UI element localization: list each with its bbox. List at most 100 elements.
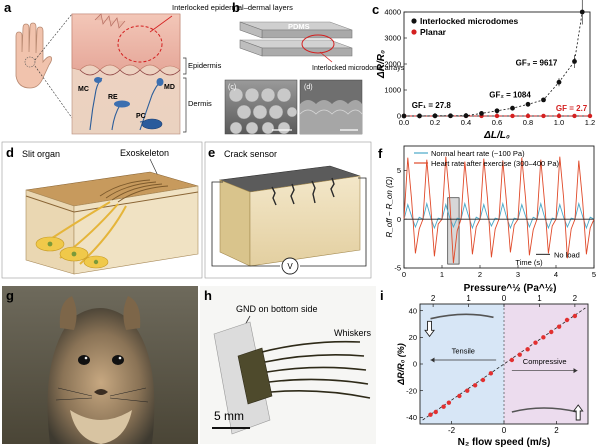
chart-i-point bbox=[465, 388, 470, 393]
chart-i-top-xtick-label: 1 bbox=[537, 294, 542, 303]
chart-i-top-xtick-label: 2 bbox=[573, 294, 578, 303]
chart-i-point bbox=[441, 404, 446, 409]
chart-i-top-xlabel: Pressure^½ (Pa^½) bbox=[464, 283, 557, 294]
label-pc: PC bbox=[136, 113, 146, 120]
layer-dermis: Dermis bbox=[188, 99, 212, 108]
chart-c-ylabel: ΔR/R₀ bbox=[376, 50, 387, 79]
chart-i-ytick-label: 0 bbox=[413, 360, 417, 369]
chart-f-xtick-label: 1 bbox=[440, 270, 444, 279]
chart-c-legend-marker-1 bbox=[411, 29, 417, 35]
chart-i-point bbox=[564, 317, 570, 323]
chart-f-legend-2: No load bbox=[554, 250, 580, 259]
chart-c-planar-point bbox=[572, 113, 577, 119]
chart-c-legend-marker-0 bbox=[411, 18, 417, 24]
chart-i-point bbox=[488, 371, 494, 376]
voltmeter-icon bbox=[281, 257, 299, 275]
sem-inset-c: (c) bbox=[224, 79, 298, 135]
chart-c-microdome-point bbox=[579, 9, 585, 15]
panel-letter-f: f bbox=[378, 146, 383, 161]
panel-letter-g: g bbox=[6, 288, 14, 303]
panel-h: h GND on bottom side Whiskers 5 mm bbox=[200, 286, 376, 444]
label-md: MD bbox=[164, 84, 175, 91]
chart-c-ytick-label: 3000 bbox=[384, 34, 401, 43]
crack-sensor-title: Crack sensor bbox=[224, 149, 277, 159]
chart-i-arrow-icon-up bbox=[572, 404, 584, 421]
chart-i-point bbox=[549, 329, 554, 335]
panel-g: g bbox=[2, 286, 198, 444]
skin-cross-section: MC RE MD PC bbox=[71, 13, 181, 135]
chart-f-xlabel: Time (s) bbox=[515, 258, 543, 267]
chart-i-arrowhead-tensile bbox=[430, 357, 435, 363]
chart-i-ytick-label: -20 bbox=[406, 386, 417, 395]
chart-c-annot-gf3: GF₃ = 9617 bbox=[516, 58, 558, 67]
layer-epidermis: Epidermis bbox=[188, 61, 222, 70]
chart-i-top-xtick-label: 2 bbox=[431, 294, 436, 303]
callout-microdome: Interlocked microdome arrays bbox=[312, 65, 405, 72]
chart-c: c 0.0 0.2 0.4 0.6 0.8 1.0 1.2 0 1000 2000 3000 4000… bbox=[372, 0, 595, 141]
chart-f-xtick-label: 3 bbox=[516, 270, 520, 279]
chart-c-microdome-point bbox=[432, 113, 438, 119]
label-re: RE bbox=[108, 94, 118, 101]
chart-i-point bbox=[533, 340, 538, 345]
chart-c-xtick-label: 0.8 bbox=[523, 118, 533, 127]
chart-c-planar-point bbox=[541, 113, 546, 119]
panel-letter-d: d bbox=[6, 145, 14, 160]
chart-i-annot-compressive: Compressive bbox=[523, 357, 567, 366]
chart-i-top-xtick-label: 1 bbox=[466, 294, 471, 303]
chart-c-ytick-label: 1000 bbox=[384, 86, 401, 95]
chart-c-legend-1: Planar bbox=[420, 27, 447, 37]
chart-i-ytick-label: 40 bbox=[409, 306, 417, 315]
inset-c-label: (c) bbox=[228, 84, 236, 91]
chart-f-xtick-label: 4 bbox=[554, 270, 558, 279]
chart-i-whisker-sketch-top bbox=[430, 313, 494, 320]
hand-icon bbox=[15, 22, 53, 89]
chart-c-microdome-point bbox=[479, 111, 484, 116]
chart-c-planar-point bbox=[587, 113, 593, 119]
chart-i-xtick-label: 2 bbox=[554, 426, 559, 435]
chart-f-xtick-label: 5 bbox=[592, 270, 596, 279]
voltmeter-label: V bbox=[287, 262, 293, 271]
chart-i-whisker-sketch-bottom bbox=[511, 407, 578, 413]
chart-i-point bbox=[525, 347, 530, 352]
panel-a: a MC RE MD bbox=[4, 0, 293, 135]
chart-c-microdome-point bbox=[525, 101, 531, 107]
chart-c-planar-point bbox=[525, 113, 531, 119]
chart-c-annot-gf1: GF₁ = 27.8 bbox=[412, 101, 452, 110]
chart-i-point bbox=[509, 357, 515, 363]
callout-interlocked-layers: Interlocked epidermal–dermal layers bbox=[172, 3, 293, 12]
chart-c-xtick-label: 0.4 bbox=[461, 118, 471, 127]
chart-c-microdome-point bbox=[463, 113, 469, 119]
chart-i-point bbox=[433, 409, 438, 415]
chart-f-xtick-label: 2 bbox=[478, 270, 482, 279]
chart-c-microdome-point bbox=[448, 113, 453, 119]
chart-c-planar-point bbox=[494, 113, 500, 119]
chart-i-point bbox=[480, 377, 486, 383]
chart-i-compressive-region bbox=[504, 304, 588, 424]
sem-inset-d: (d) bbox=[299, 79, 363, 135]
chart-f-ytick-label: -5 bbox=[394, 264, 401, 273]
chart-i-xtick-label: -2 bbox=[448, 426, 456, 435]
chart-i-point bbox=[446, 400, 452, 405]
chart-f-frame bbox=[403, 145, 595, 269]
chart-c-microdome-point bbox=[494, 108, 500, 114]
chart-f-legend-1: Heart rate after exercise (300–400 Pa) bbox=[431, 159, 559, 168]
chart-i-point bbox=[457, 393, 462, 399]
chart-i-ytick-label: -40 bbox=[406, 413, 417, 422]
chart-i-point bbox=[472, 383, 478, 388]
chart-c-xtick-label: 0.0 bbox=[399, 118, 409, 127]
chart-c-ytick-label: 4000 bbox=[384, 8, 401, 17]
chart-f-ylabel: R_off − R_on (Ω) bbox=[385, 176, 394, 237]
chart-i-point bbox=[556, 324, 562, 329]
chart-c-xtick-label: 0.2 bbox=[430, 118, 440, 127]
chart-f-series-1 bbox=[403, 156, 595, 264]
neuron-cells bbox=[35, 201, 127, 269]
chart-i-point bbox=[428, 412, 433, 417]
chart-i-xlabel: N₂ flow speed (m/s) bbox=[458, 437, 551, 448]
panel-d: d Slit organ Exoskeleton bbox=[1, 141, 203, 279]
panel-letter-c: c bbox=[372, 2, 379, 17]
chart-i-annot-tensile: Tensile bbox=[452, 346, 475, 355]
chart-c-microdome-point bbox=[510, 105, 515, 111]
